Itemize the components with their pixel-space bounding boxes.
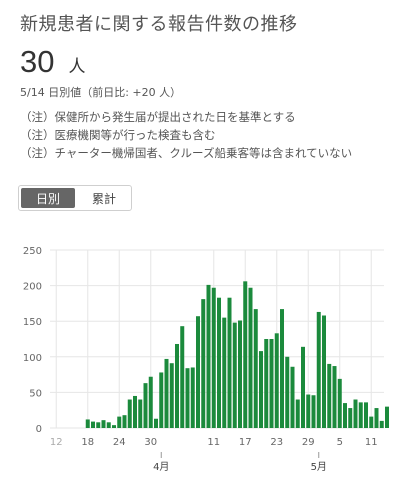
bar xyxy=(379,420,384,428)
bar xyxy=(290,366,295,428)
page-title: 新規患者に関する報告件数の推移 xyxy=(20,14,298,35)
toggle-daily-button[interactable]: 日別 xyxy=(21,188,75,208)
bar xyxy=(301,346,305,428)
bar xyxy=(364,402,368,428)
x-tick-label: 17 xyxy=(239,437,252,448)
bar xyxy=(348,408,353,428)
y-tick-label: 0 xyxy=(36,424,42,435)
note-1: （注）保健所から発生届が提出された日を基準とする xyxy=(20,110,296,124)
bar xyxy=(353,399,358,428)
bar xyxy=(295,399,300,428)
latest-count-value: 30 xyxy=(20,44,55,79)
y-tick-label: 250 xyxy=(23,246,42,257)
bar xyxy=(133,395,137,428)
bar xyxy=(96,422,101,428)
y-tick-label: 200 xyxy=(23,282,42,293)
x-tick-label: 23 xyxy=(270,437,283,448)
bar xyxy=(196,316,200,428)
bar xyxy=(374,408,379,428)
month-label: 4月 xyxy=(153,461,169,473)
bar xyxy=(112,425,116,428)
bar xyxy=(274,333,279,428)
x-tick-label: 12 xyxy=(50,437,63,448)
bar xyxy=(238,320,242,428)
x-tick-label: 18 xyxy=(81,437,94,448)
x-tick-label: 11 xyxy=(365,437,378,448)
bar xyxy=(332,366,337,428)
month-label: 5月 xyxy=(311,461,327,473)
bar xyxy=(327,363,332,428)
daily-cases-bar-chart: 0 50 100 150 200 250 12 18 24 30 11 17 23 29 5 11 4月 5月 xyxy=(23,246,389,473)
y-tick-label: 150 xyxy=(23,317,42,328)
bar xyxy=(206,284,211,428)
bar xyxy=(311,395,316,428)
latest-count: 30 人 xyxy=(20,44,85,84)
bar xyxy=(175,343,179,428)
daily-change-text: 5/14 日別値（前日比: +20 人） xyxy=(20,86,182,99)
bar xyxy=(148,376,153,428)
latest-count-unit: 人 xyxy=(68,57,86,77)
bar xyxy=(280,309,284,428)
bar xyxy=(337,378,342,428)
bar xyxy=(185,368,190,428)
x-tick-label: 24 xyxy=(113,437,126,448)
bar xyxy=(122,415,127,428)
bar xyxy=(259,351,263,428)
toggle-cumulative-button[interactable]: 累計 xyxy=(91,191,116,206)
view-toggle: 日別 累計 xyxy=(18,185,132,211)
bar xyxy=(227,297,232,428)
bar xyxy=(190,367,195,428)
bar xyxy=(322,315,326,428)
bar xyxy=(127,399,132,428)
bar xyxy=(106,422,111,428)
bar xyxy=(248,287,253,428)
bar xyxy=(253,309,258,428)
bar xyxy=(101,420,106,428)
notes: （注）保健所から発生届が提出された日を基準とする （注）医療機関等が行った検査も… xyxy=(20,108,352,162)
bar xyxy=(138,399,143,428)
bar xyxy=(91,421,95,428)
bar xyxy=(385,406,389,428)
x-tick-label: 30 xyxy=(144,437,157,448)
bar xyxy=(306,394,311,428)
y-tick-label: 50 xyxy=(29,388,42,399)
bar xyxy=(369,416,374,428)
bar xyxy=(232,322,237,428)
bar xyxy=(264,339,269,428)
bar xyxy=(343,403,347,428)
bar xyxy=(117,416,122,428)
bar xyxy=(222,317,227,428)
bar xyxy=(316,311,321,428)
bar xyxy=(269,339,274,428)
bar xyxy=(154,418,158,428)
x-tick-label: 5 xyxy=(337,437,343,448)
bar xyxy=(85,419,90,428)
bar xyxy=(164,358,169,428)
note-2: （注）医療機関等が行った検査も含む xyxy=(20,128,216,142)
x-tick-label: 11 xyxy=(207,437,220,448)
bar xyxy=(285,356,290,428)
bar xyxy=(143,383,148,428)
bar xyxy=(159,372,164,428)
bar xyxy=(201,299,206,428)
note-3: （注）チャーター機帰国者、クルーズ船乗客等は含まれていない xyxy=(20,146,353,160)
bar xyxy=(217,297,221,428)
bar xyxy=(358,402,363,428)
bar xyxy=(243,281,248,428)
y-tick-label: 100 xyxy=(23,353,42,364)
bar xyxy=(180,326,185,428)
bar xyxy=(169,363,174,428)
x-tick-label: 29 xyxy=(302,437,315,448)
bar xyxy=(211,287,216,428)
